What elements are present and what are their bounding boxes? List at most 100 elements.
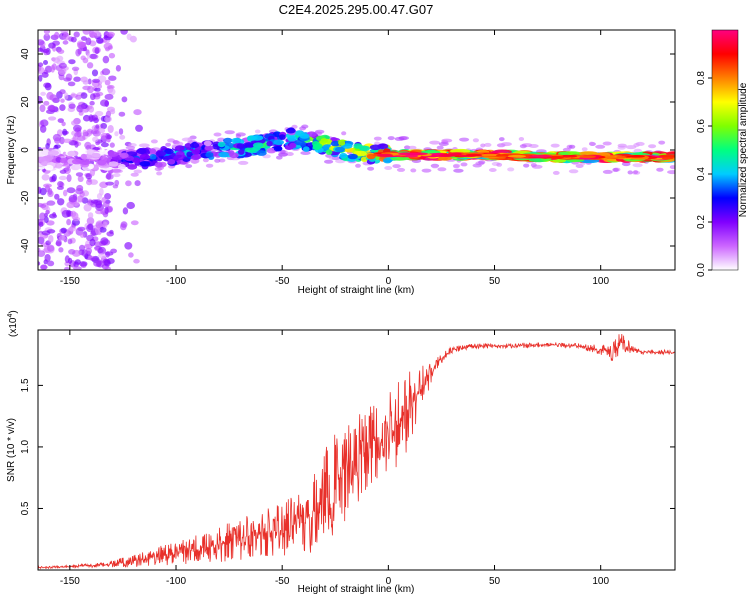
colorbar: 0.0 0.2 0.4 0.6 0.8 Normalized spectral ampl… [696, 29, 749, 277]
spectrogram-cell [73, 124, 82, 132]
spectrogram-cell [48, 116, 57, 121]
y-tick-label: 0 [20, 147, 31, 153]
spectrogram-cell [66, 218, 71, 226]
spectrogram-cell [279, 134, 286, 140]
spectrogram-cell [581, 147, 588, 152]
spectrogram-cell [139, 161, 151, 167]
spectrogram-cell [479, 153, 501, 157]
spectrogram-cell [154, 162, 163, 168]
spectrogram-cell [320, 138, 328, 144]
spectrogram-cell [38, 250, 46, 257]
spectrogram-cell [507, 154, 527, 158]
spectrogram-cell [156, 171, 163, 176]
spectrogram-cell [105, 133, 111, 140]
y-tick-label: 20 [20, 96, 31, 108]
spectrogram-cell [39, 104, 46, 113]
spectrogram-cell [38, 96, 43, 104]
spectrogram-cell [101, 68, 111, 76]
spectrogram-cell [579, 155, 597, 159]
spectrogram-cell [60, 227, 67, 234]
spectrogram-cell [656, 167, 664, 172]
spectrogram-cell [104, 115, 112, 123]
spectrogram-cell [83, 244, 93, 249]
spectrogram-cell [71, 66, 80, 72]
spectrogram-cell [119, 152, 129, 159]
spectrogram-cell [77, 135, 86, 142]
snr-x-label: Height of straight line (km) [298, 584, 415, 595]
spectrogram-cell [58, 175, 68, 181]
spectrogram-cell [55, 239, 62, 247]
spectrogram-cell [91, 69, 99, 77]
spectrogram-cell [108, 151, 119, 157]
spectrogram-cell [57, 118, 64, 123]
spectrogram-cell [280, 149, 286, 154]
spectrogram-cell [110, 248, 117, 254]
spectrogram-cell [80, 92, 88, 99]
spectrogram-cell [579, 151, 599, 156]
spectrogram-cell [67, 81, 76, 87]
spectrogram-cell [47, 188, 53, 195]
x-tick-label: -100 [166, 276, 186, 287]
spectrogram-cell [174, 145, 185, 151]
spectrogram-cell [54, 137, 61, 144]
spectrogram-cell [125, 180, 132, 187]
spectrogram-cell [56, 185, 64, 190]
spectrogram-cell [47, 244, 55, 252]
spectrogram-cell [40, 149, 50, 156]
spectrogram-cell [57, 198, 65, 206]
spectrogram-cell [76, 184, 84, 192]
spectrogram-cell [44, 82, 52, 91]
x-tick-label: 100 [592, 276, 609, 287]
spectrogram-cell [83, 203, 92, 212]
spectrogram-cell [73, 266, 82, 270]
spectrogram-cell [658, 140, 666, 145]
spectrogram-cell [99, 187, 104, 196]
spectrogram-cell [431, 164, 439, 169]
spectrogram-cell [300, 151, 311, 155]
spectrogram-cell [202, 158, 209, 163]
spectrogram-cell [595, 144, 606, 149]
x-tick-label: 0 [386, 276, 392, 287]
spectrogram-cell [106, 31, 115, 37]
y-tick-label: 0.5 [20, 501, 31, 515]
spectrogram-cell [562, 147, 571, 152]
spectrogram-cell [138, 143, 150, 148]
spectrogram-cell [421, 168, 432, 173]
spectrogram-cell [38, 221, 44, 227]
spectrogram-cell [633, 170, 639, 175]
spectrogram-cell [46, 91, 54, 100]
x-tick-label: -100 [166, 576, 186, 587]
spectrogram-cell [273, 139, 285, 146]
spectrogram-cell [86, 62, 94, 69]
spectrogram-cell [112, 173, 121, 178]
spectrogram-cell [40, 119, 49, 127]
spectrogram-cell [61, 121, 66, 127]
spectrogram-cell [88, 114, 94, 123]
spectrogram-cell [44, 164, 54, 171]
spectrogram-cell [38, 261, 41, 266]
spectrogram-cell [107, 125, 114, 133]
spectrogram-cell [73, 31, 80, 38]
snr-y-label: SNR (10 * v/v) [6, 418, 17, 482]
spectrogram-cell [95, 124, 100, 129]
spectrogram-cell [120, 221, 128, 228]
spectrogram-cell [236, 143, 245, 149]
spectrogram-cell [66, 209, 72, 218]
spectrogram-cell [77, 41, 86, 46]
spectrogram-cell [394, 136, 405, 141]
spectrogram-cell [101, 197, 107, 203]
spectrogram-cell [472, 138, 479, 143]
spectrogram-cell [59, 104, 66, 111]
spectrogram-cell [38, 74, 43, 82]
spectrogram-cell [615, 155, 627, 159]
spectrogram-cell [667, 170, 675, 175]
spectrogram-cell [68, 257, 73, 264]
spectrogram-cell [68, 194, 78, 203]
spectrogram-cell [339, 152, 348, 159]
spectrogram-cell [392, 164, 401, 169]
spectrogram-cell [43, 60, 48, 65]
spectrogram-cell [68, 59, 76, 65]
spectrogram-cell [58, 235, 66, 241]
spectrogram-cell [120, 30, 128, 35]
